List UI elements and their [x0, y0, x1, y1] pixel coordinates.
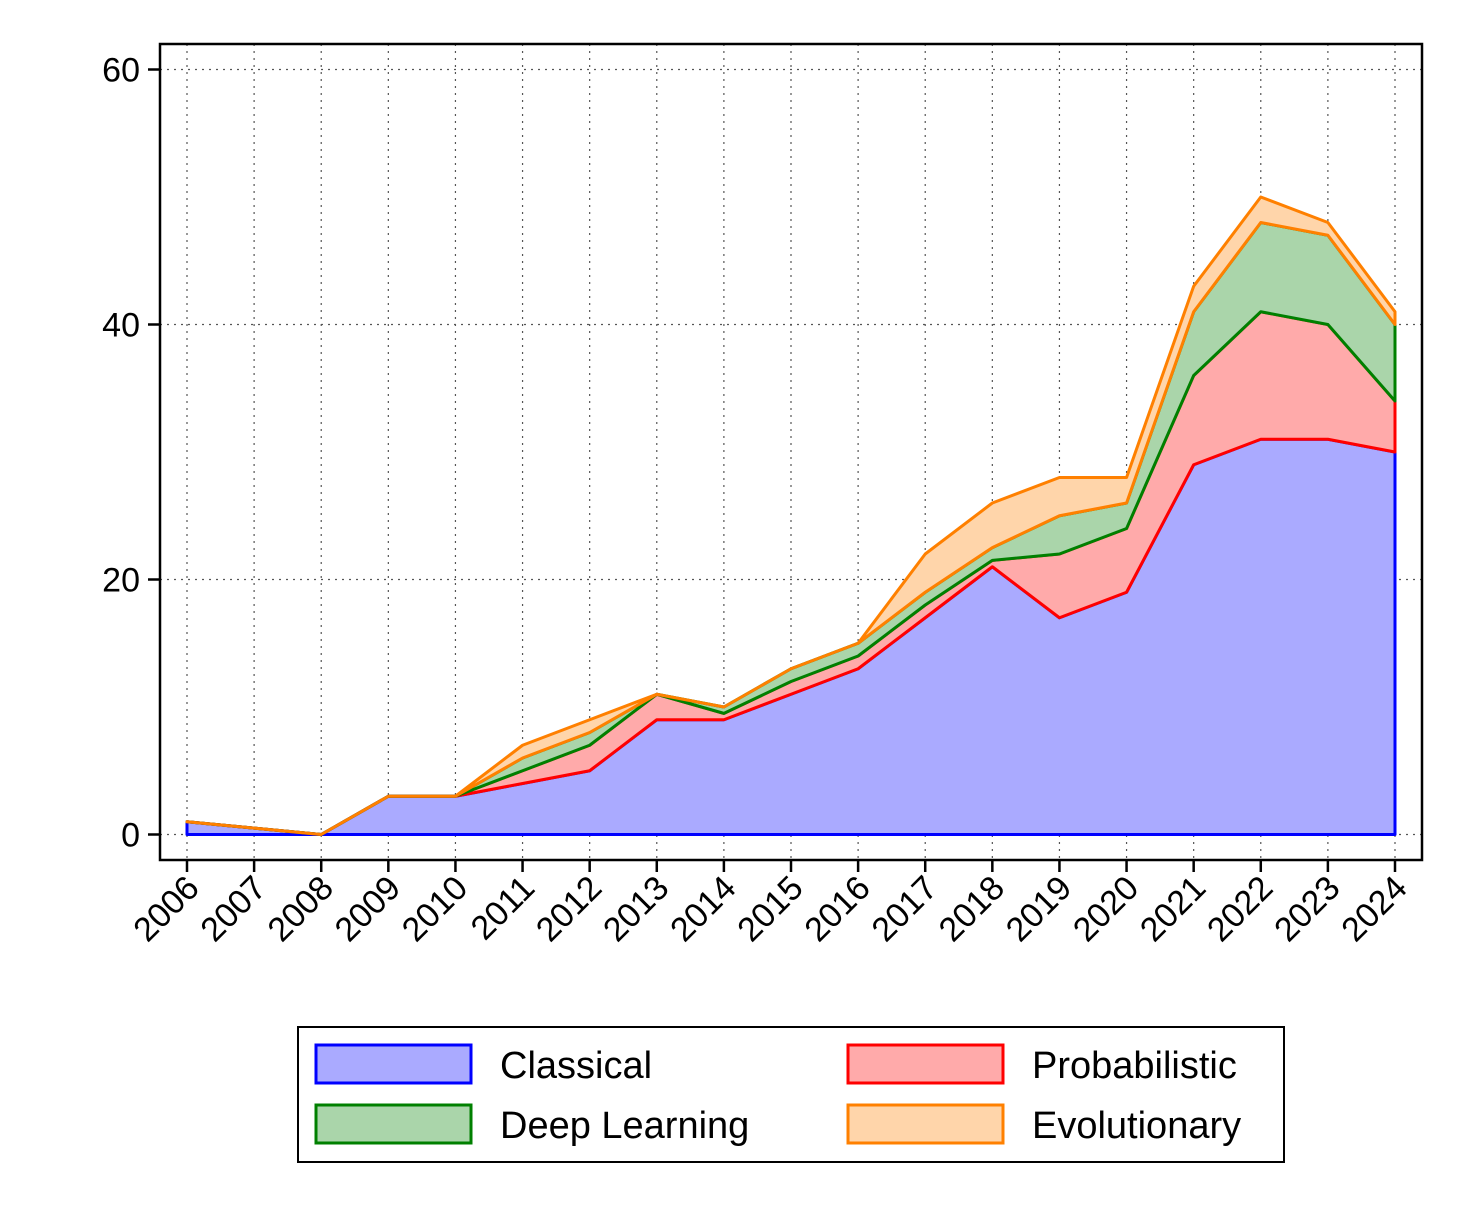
x-tick-label: 2021 [1133, 869, 1213, 949]
x-tick-label: 2009 [328, 869, 408, 949]
x-tick-label: 2008 [261, 869, 341, 949]
legend: Classical Probabilistic Deep Learning Evolu… [297, 1026, 1285, 1163]
y-tick-label: 0 [121, 817, 140, 855]
x-axis: 2006200720082009201020112012201320142015… [126, 860, 1415, 949]
y-tick-label: 40 [102, 307, 140, 345]
x-tick-label: 2006 [126, 869, 206, 949]
x-tick-label: 2017 [865, 869, 945, 949]
x-tick-label: 2023 [1267, 869, 1347, 949]
area-classical [185, 437, 1397, 836]
legend-label-probabilistic: Probabilistic [1032, 1045, 1237, 1087]
x-tick-label: 2022 [1200, 869, 1280, 949]
x-tick-label: 2019 [999, 869, 1079, 949]
x-tick-label: 2007 [193, 869, 273, 949]
x-tick-label: 2020 [1066, 869, 1146, 949]
x-tick-label: 2011 [464, 869, 543, 948]
area-evolutionary [185, 195, 1397, 836]
legend-swatch-classical [314, 1043, 473, 1085]
x-tick-label: 2012 [529, 869, 609, 949]
x-tick-label: 2013 [596, 869, 676, 949]
y-tick-label: 20 [102, 562, 140, 600]
x-tick-label: 2016 [797, 869, 877, 949]
x-tick-label: 2015 [730, 869, 810, 949]
x-tick-label: 2014 [663, 869, 743, 949]
area-series [185, 195, 1397, 836]
legend-swatch-deep-learning [314, 1103, 473, 1145]
legend-label-classical: Classical [500, 1045, 652, 1087]
legend-swatch-probabilistic [846, 1043, 1005, 1085]
legend-label-evolutionary: Evolutionary [1032, 1105, 1241, 1147]
y-tick-label: 60 [102, 52, 140, 90]
x-tick-label: 2018 [932, 869, 1012, 949]
legend-swatch-evolutionary [846, 1103, 1005, 1145]
x-tick-label: 2024 [1334, 869, 1414, 949]
x-tick-label: 2010 [395, 869, 475, 949]
legend-label-deep-learning: Deep Learning [500, 1105, 749, 1147]
y-axis: 0 20 40 60 [102, 52, 160, 855]
